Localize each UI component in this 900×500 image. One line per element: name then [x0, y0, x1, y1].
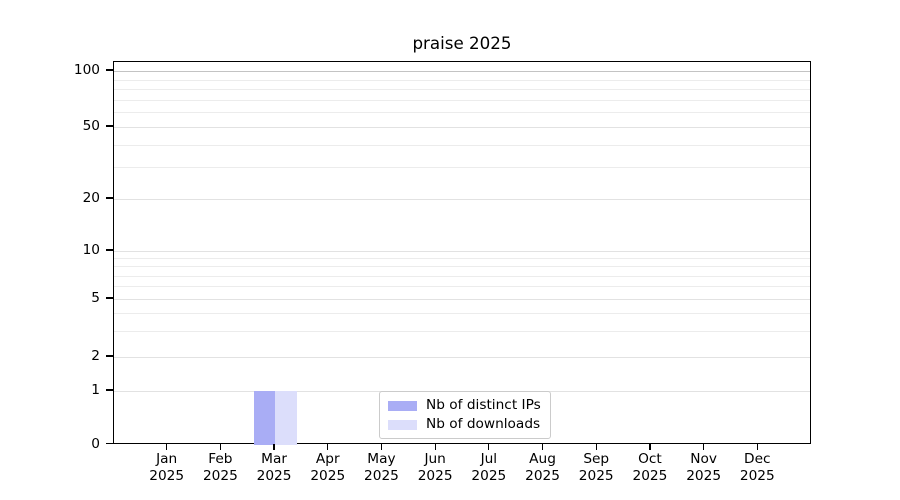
- x-tick-label-sep-2025: Sep 2025: [578, 450, 614, 484]
- gridline-y-100: [114, 71, 810, 72]
- y-tick-mark-10: [106, 249, 113, 251]
- legend-swatch-distinct-ips: [388, 400, 417, 411]
- y-tick-label-2: 2: [91, 348, 100, 364]
- x-tick-label-feb-2025: Feb 2025: [202, 450, 238, 484]
- x-tick-mark-dec-2025: [756, 443, 758, 450]
- x-tick-mark-may-2025: [380, 443, 383, 450]
- x-tick-mark-nov-2025: [703, 443, 705, 450]
- x-tick-label-dec-2025: Dec 2025: [739, 450, 775, 484]
- y-tick-mark-5: [106, 297, 113, 299]
- x-tick-label-may-2025: May 2025: [364, 450, 399, 484]
- x-tick-label-jun-2025: Jun 2025: [417, 450, 453, 484]
- y-tick-mark-2: [106, 355, 113, 357]
- y-tick-label-20: 20: [82, 190, 100, 206]
- legend: Nb of distinct IPs Nb of downloads: [379, 391, 551, 439]
- x-tick-mark-apr-2025: [327, 443, 329, 450]
- gridline-y-minor-30: [114, 167, 810, 169]
- x-tick-label-aug-2025: Aug 2025: [525, 450, 560, 484]
- x-tick-label-oct-2025: Oct 2025: [632, 450, 668, 484]
- x-tick-mark-feb-2025: [219, 443, 221, 450]
- x-tick-mark-jun-2025: [434, 443, 436, 450]
- x-tick-label-jan-2025: Jan 2025: [149, 450, 185, 484]
- gridline-y-minor-90: [114, 79, 810, 81]
- y-tick-label-50: 50: [82, 118, 100, 134]
- gridline-y-50: [114, 127, 810, 128]
- bar-nb-of-distinct-ips-mar-2025: [253, 391, 276, 445]
- gridline-y-20: [114, 199, 810, 200]
- y-tick-label-5: 5: [91, 290, 100, 306]
- x-tick-label-apr-2025: Apr 2025: [310, 450, 346, 484]
- gridline-y-minor-80: [114, 89, 810, 91]
- y-tick-mark-1: [106, 389, 113, 391]
- gridline-y-minor-9: [114, 258, 810, 260]
- y-tick-mark-20: [106, 197, 113, 199]
- x-tick-mark-sep-2025: [595, 443, 597, 450]
- legend-label-distinct-ips: Nb of distinct IPs: [426, 397, 541, 413]
- gridline-y-minor-40: [114, 144, 810, 146]
- bar-nb-of-downloads-mar-2025: [275, 391, 297, 445]
- gridline-y-minor-4: [114, 313, 810, 315]
- x-tick-label-jul-2025: Jul 2025: [471, 450, 507, 484]
- gridline-y-minor-60: [114, 112, 810, 114]
- y-tick-mark-100: [106, 69, 113, 71]
- legend-swatch-downloads: [388, 419, 417, 430]
- gridline-y-minor-3: [114, 331, 810, 333]
- y-tick-label-100: 100: [73, 62, 100, 78]
- gridline-y-minor-70: [114, 99, 810, 101]
- y-tick-label-0: 0: [91, 435, 100, 452]
- plot-area: Nb of distinct IPs Nb of downloads: [113, 61, 811, 445]
- legend-item-downloads: Nb of downloads: [388, 416, 541, 433]
- gridline-y-10: [114, 251, 810, 252]
- y-tick-mark-50: [106, 125, 113, 127]
- gridline-y-minor-7: [114, 275, 810, 277]
- x-tick-label-mar-2025: Mar 2025: [256, 450, 292, 484]
- gridline-y-2: [114, 357, 810, 358]
- legend-label-downloads: Nb of downloads: [426, 416, 541, 432]
- x-tick-mark-oct-2025: [649, 443, 651, 450]
- y-tick-mark-0: [106, 442, 113, 445]
- x-tick-mark-jan-2025: [166, 443, 168, 450]
- y-tick-label-10: 10: [82, 242, 100, 258]
- x-tick-mark-jul-2025: [488, 443, 490, 450]
- x-tick-label-nov-2025: Nov 2025: [686, 450, 722, 484]
- legend-item-distinct-ips: Nb of distinct IPs: [388, 397, 541, 414]
- gridline-y-minor-8: [114, 266, 810, 268]
- y-tick-label-1: 1: [91, 382, 100, 398]
- gridline-y-5: [114, 299, 810, 300]
- chart-title: praise 2025: [412, 33, 512, 53]
- x-tick-mark-aug-2025: [541, 443, 544, 450]
- x-tick-mark-mar-2025: [273, 443, 275, 450]
- gridline-y-minor-6: [114, 286, 810, 288]
